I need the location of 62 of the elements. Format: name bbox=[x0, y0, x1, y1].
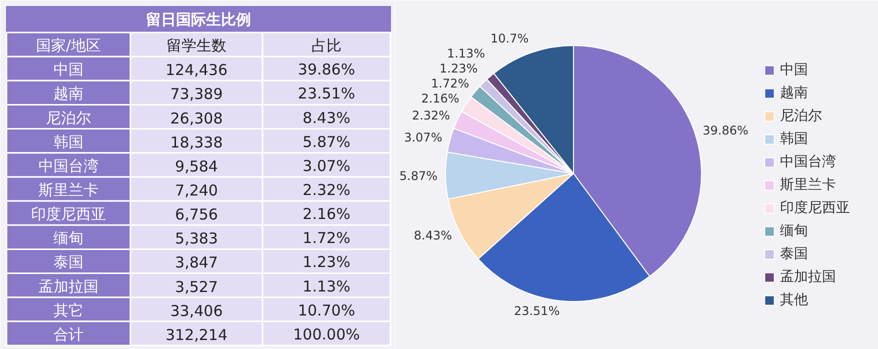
text: 8.43% bbox=[302, 108, 350, 127]
text: 73,389 bbox=[170, 85, 223, 104]
text: 6,756 bbox=[175, 206, 218, 224]
data-label: 1.13% bbox=[446, 46, 486, 61]
legend-label: 越南 bbox=[780, 84, 808, 102]
legend-label: 尼泊尔 bbox=[780, 107, 822, 125]
data-label: 10.7% bbox=[490, 32, 529, 46]
text: 1.72% bbox=[302, 229, 350, 248]
text: 9,584 bbox=[175, 157, 218, 176]
legend-label: 印度尼西亚 bbox=[780, 199, 850, 217]
text: 越南 bbox=[54, 84, 84, 103]
data-label: 2.16% bbox=[421, 92, 460, 106]
text: 1.13% bbox=[302, 277, 350, 296]
legend-label: 泰国 bbox=[780, 245, 808, 263]
text: 尼泊尔 bbox=[46, 108, 91, 127]
text: 孟加拉国 bbox=[38, 277, 98, 296]
text: 留日国际生比例 bbox=[146, 10, 251, 28]
text: 23.51% bbox=[298, 84, 356, 103]
text: 韩国 bbox=[54, 132, 84, 151]
legend-label: 中国台湾 bbox=[780, 153, 836, 171]
text: 18,338 bbox=[170, 133, 223, 152]
data-label: 1.72% bbox=[431, 76, 470, 91]
data-label: 5.87% bbox=[399, 168, 438, 183]
text: 泰国 bbox=[54, 253, 84, 272]
text: 33,406 bbox=[170, 302, 223, 320]
legend-label: 孟加拉国 bbox=[780, 268, 836, 286]
text: 留学生数 bbox=[166, 36, 226, 55]
legend-label: 韩国 bbox=[780, 130, 808, 148]
text: 3,847 bbox=[175, 254, 218, 272]
text: 26,308 bbox=[170, 109, 223, 128]
legend-label: 其他 bbox=[780, 291, 808, 309]
legend-label: 中国 bbox=[780, 61, 808, 79]
data-label: 23.51% bbox=[514, 304, 560, 318]
text: 7,240 bbox=[175, 182, 218, 200]
text: 10.70% bbox=[298, 301, 356, 320]
text: 缅甸 bbox=[54, 229, 84, 248]
text: 100.00% bbox=[293, 325, 360, 344]
text: 3.07% bbox=[302, 156, 350, 175]
data-label: 2.32% bbox=[412, 108, 450, 123]
text: 其它 bbox=[54, 301, 84, 320]
text: 39.86% bbox=[298, 60, 356, 79]
text: 2.16% bbox=[302, 205, 350, 224]
text: 国家/地区 bbox=[36, 36, 102, 55]
legend-label: 斯里兰卡 bbox=[780, 176, 836, 194]
data-label: 3.07% bbox=[404, 130, 442, 144]
text: 124,436 bbox=[165, 61, 228, 80]
text: 斯里兰卡 bbox=[38, 181, 98, 199]
data-label: 1.23% bbox=[440, 62, 478, 76]
legend-label: 缅甸 bbox=[780, 222, 808, 240]
text: 2.32% bbox=[302, 181, 350, 199]
text: 5,383 bbox=[175, 230, 218, 248]
data-label: 39.86% bbox=[702, 123, 748, 138]
text: 占比 bbox=[312, 36, 342, 55]
text: 合计 bbox=[54, 325, 84, 344]
data-label: 8.43% bbox=[414, 228, 452, 242]
text: 312,214 bbox=[165, 326, 228, 344]
text: 印度尼西亚 bbox=[31, 205, 106, 224]
text: 1.23% bbox=[302, 253, 350, 272]
text: 5.87% bbox=[302, 132, 350, 151]
text: 中国台湾 bbox=[38, 156, 98, 175]
text: 中国 bbox=[54, 60, 84, 79]
text: 3,527 bbox=[175, 278, 218, 296]
